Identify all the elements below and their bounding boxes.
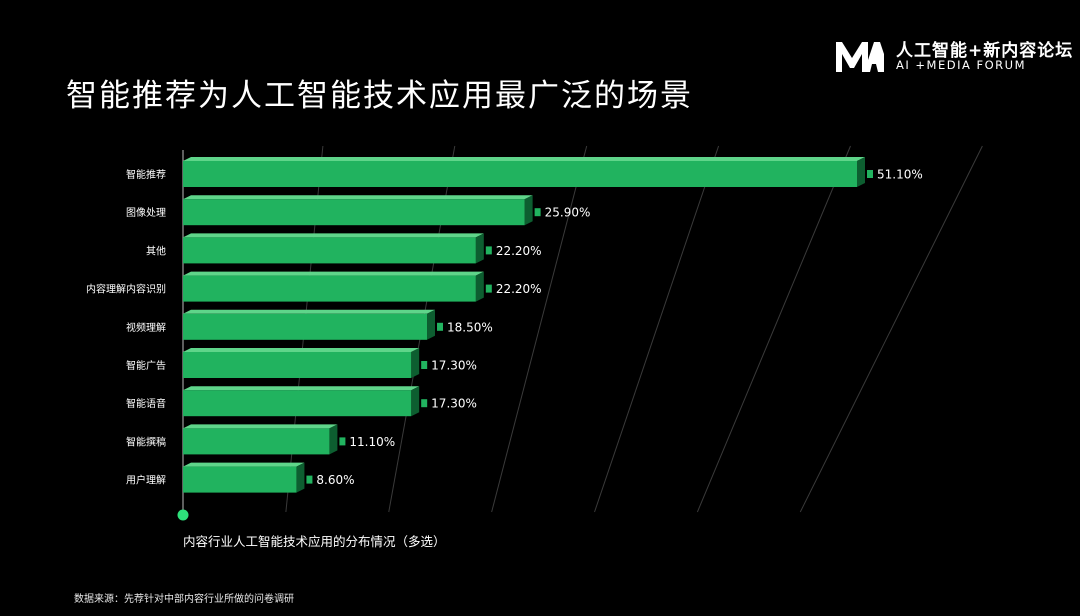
brand-logo-icon bbox=[836, 42, 884, 72]
data-label: 22.20% bbox=[496, 244, 542, 258]
brand-name: 人工智能+新内容论坛 bbox=[896, 41, 1074, 61]
bar-value-marker bbox=[339, 437, 346, 446]
bar bbox=[183, 428, 330, 455]
grid-line bbox=[696, 145, 851, 513]
bar-side-face bbox=[475, 233, 484, 264]
bar-group: 智能语音 17.30% bbox=[126, 386, 477, 417]
data-label: 51.10% bbox=[877, 168, 923, 182]
data-label: 11.10% bbox=[349, 435, 395, 449]
grid-line bbox=[799, 145, 983, 513]
bar-value-marker bbox=[867, 170, 873, 178]
bar-side-face bbox=[329, 424, 338, 455]
bar-group: 图像处理 25.90% bbox=[126, 195, 591, 226]
brand-header: 人工智能+新内容论坛 AI +MEDIA FORUM bbox=[836, 36, 1072, 76]
bar-group: 内容理解内容识别 22.20% bbox=[86, 271, 542, 302]
bar-group: 智能撰稿 11.10% bbox=[126, 424, 395, 455]
bar-side-face bbox=[411, 348, 420, 378]
category-label: 用户理解 bbox=[126, 474, 166, 487]
bar bbox=[183, 313, 428, 340]
bar-side-face bbox=[475, 271, 484, 302]
axis-origin-dot bbox=[177, 509, 189, 521]
category-label: 智能广告 bbox=[126, 359, 166, 372]
grid-line bbox=[491, 145, 588, 513]
bar-side-face bbox=[857, 157, 865, 187]
category-label: 其他 bbox=[146, 244, 166, 257]
bar-value-marker bbox=[485, 284, 492, 293]
bar-side-face bbox=[296, 462, 305, 493]
chart-caption: 内容行业人工智能技术应用的分布情况（多选） bbox=[183, 534, 446, 549]
grid-line bbox=[594, 145, 720, 513]
data-label: 25.90% bbox=[545, 206, 591, 220]
category-label: 智能语音 bbox=[126, 397, 166, 410]
bar-side-face bbox=[427, 309, 436, 340]
bar-top-face bbox=[183, 309, 436, 314]
bar-value-marker bbox=[421, 399, 428, 408]
data-label: 17.30% bbox=[431, 397, 477, 411]
bar bbox=[183, 466, 297, 493]
bar-side-face bbox=[524, 195, 533, 226]
bar-top-face bbox=[183, 386, 420, 391]
bar-group: 其他 22.20% bbox=[146, 233, 542, 264]
bar-value-marker bbox=[485, 246, 492, 255]
data-label: 8.60% bbox=[316, 473, 354, 487]
bar-top-face bbox=[183, 195, 533, 200]
data-label: 22.20% bbox=[496, 282, 542, 296]
category-label: 内容理解内容识别 bbox=[86, 283, 166, 296]
bar bbox=[183, 390, 412, 417]
category-label: 图像处理 bbox=[126, 207, 166, 219]
bar-top-face bbox=[183, 157, 865, 161]
bar-group: 用户理解 8.60% bbox=[126, 462, 355, 493]
bar-top-face bbox=[183, 271, 484, 276]
page-title: 智能推荐为人工智能技术应用最广泛的场景 bbox=[66, 78, 693, 114]
bar bbox=[183, 199, 525, 226]
bar bbox=[183, 237, 476, 264]
data-label: 17.30% bbox=[431, 359, 477, 373]
bar-top-face bbox=[183, 462, 305, 467]
bar-value-marker bbox=[437, 322, 444, 331]
bar-group: 视频理解 18.50% bbox=[126, 309, 493, 340]
bar-top-face bbox=[183, 348, 420, 352]
bar-value-marker bbox=[306, 475, 313, 484]
bar-side-face bbox=[411, 386, 420, 417]
bar-top-face bbox=[183, 233, 484, 238]
bar-group: 智能推荐 51.10% bbox=[126, 157, 923, 187]
category-label: 智能撰稿 bbox=[126, 435, 166, 448]
bar bbox=[183, 275, 476, 302]
bar bbox=[183, 352, 412, 378]
source-note: 数据来源：先荐针对中部内容行业所做的问卷调研 bbox=[74, 594, 294, 605]
bar bbox=[183, 161, 857, 187]
category-label: 视频理解 bbox=[126, 321, 166, 334]
data-label: 18.50% bbox=[447, 320, 493, 334]
brand-subtitle: AI +MEDIA FORUM bbox=[896, 58, 1027, 72]
bar-top-face bbox=[183, 424, 338, 429]
bar-value-marker bbox=[534, 208, 541, 217]
category-label: 智能推荐 bbox=[126, 168, 166, 181]
bar-group: 智能广告 17.30% bbox=[126, 348, 477, 378]
bar-value-marker bbox=[421, 361, 428, 369]
